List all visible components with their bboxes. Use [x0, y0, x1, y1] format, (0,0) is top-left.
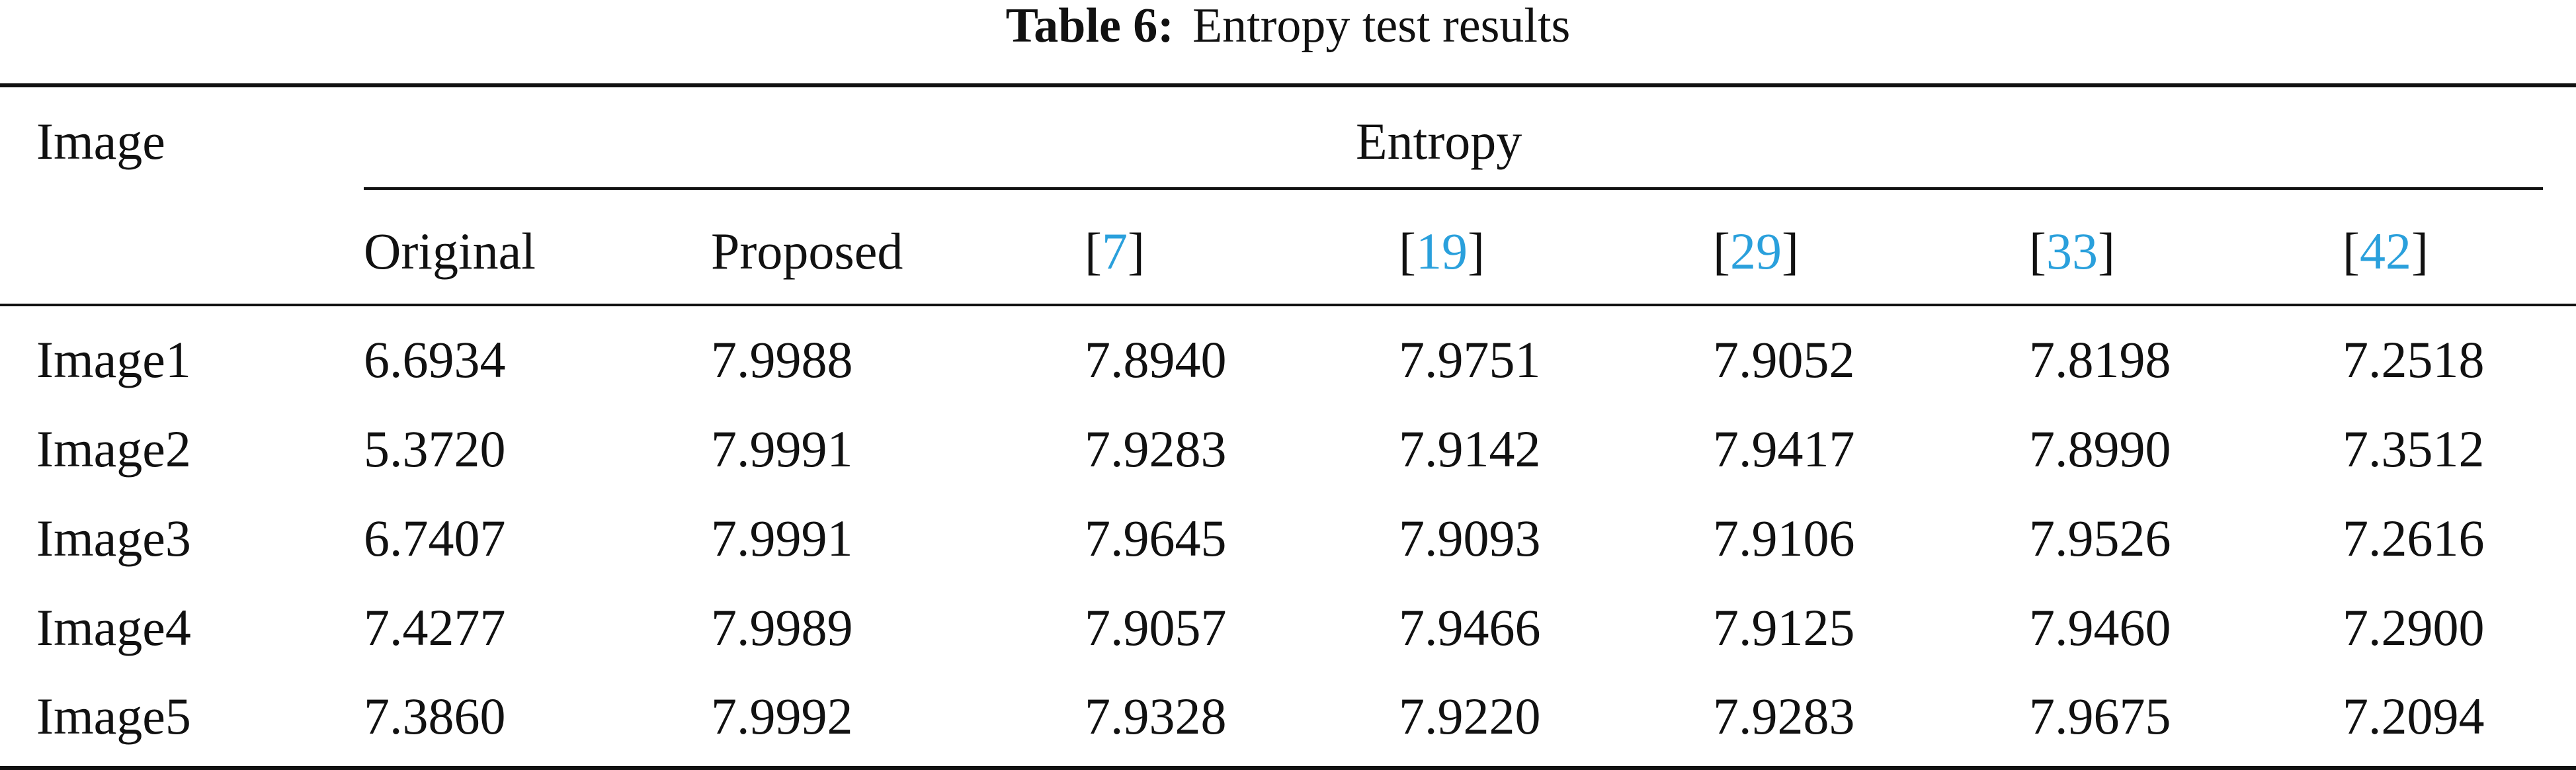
table-cell: 5.3720 — [364, 420, 506, 478]
table-cell: 7.9992 — [711, 687, 853, 745]
table-cell: 7.2094 — [2343, 687, 2485, 745]
table-cell: 7.9645 — [1085, 509, 1227, 567]
table-cell: 7.8940 — [1085, 331, 1227, 388]
subheader-proposed: Proposed — [711, 222, 903, 280]
subheader-ref-33: [33] — [2029, 222, 2115, 280]
table-cell: 7.4277 — [364, 599, 506, 656]
table-cell: 7.9989 — [711, 599, 853, 656]
table-cell: 7.9057 — [1085, 599, 1227, 656]
citation-link-33[interactable]: 33 — [2046, 222, 2098, 280]
table-cell: 7.9283 — [1713, 687, 1855, 745]
table-cell: 7.9675 — [2029, 687, 2171, 745]
citation-link-7[interactable]: 7 — [1101, 222, 1128, 280]
citation-link-19[interactable]: 19 — [1415, 222, 1468, 280]
table-cell: 7.9106 — [1713, 509, 1855, 567]
table-bottom-rule — [0, 766, 2576, 770]
table-cell: 7.9125 — [1713, 599, 1855, 656]
subheader-ref-29: [29] — [1713, 222, 1799, 280]
row-image-label: Image5 — [36, 687, 191, 745]
table-cell: 7.9988 — [711, 331, 853, 388]
table-cell: 6.7407 — [364, 509, 506, 567]
entropy-group-rule — [364, 187, 2543, 190]
table-cell: 7.2900 — [2343, 599, 2485, 656]
table-cell: 7.9283 — [1085, 420, 1227, 478]
citation-link-42[interactable]: 42 — [2359, 222, 2411, 280]
header-entropy-group: Entropy — [1356, 112, 1522, 170]
table-cell: 7.9093 — [1399, 509, 1541, 567]
table-caption-label: Table 6: — [1005, 0, 1174, 53]
table-cell: 7.8198 — [2029, 331, 2171, 388]
subheader-ref-7: [7] — [1085, 222, 1145, 280]
table-cell: 7.9991 — [711, 509, 853, 567]
table-header-rule — [0, 304, 2576, 306]
table-cell: 7.2616 — [2343, 509, 2485, 567]
table-cell: 7.9751 — [1399, 331, 1541, 388]
table-cell: 7.3860 — [364, 687, 506, 745]
row-image-label: Image4 — [36, 599, 191, 656]
table-cell: 7.9220 — [1399, 687, 1541, 745]
table-top-rule — [0, 83, 2576, 87]
row-image-label: Image2 — [36, 420, 191, 478]
table-cell: 7.8990 — [2029, 420, 2171, 478]
table-cell: 7.9460 — [2029, 599, 2171, 656]
header-image: Image — [36, 112, 165, 170]
table-cell: 7.9052 — [1713, 331, 1855, 388]
subheader-original: Original — [364, 222, 536, 280]
table-cell: 7.9142 — [1399, 420, 1541, 478]
table-cell: 7.3512 — [2343, 420, 2485, 478]
table-caption-text: Entropy test results — [1192, 0, 1571, 53]
subheader-ref-19: [19] — [1399, 222, 1485, 280]
table-caption: Table 6: Entropy test results — [0, 0, 2576, 50]
table-cell: 7.9991 — [711, 420, 853, 478]
table-cell: 7.9417 — [1713, 420, 1855, 478]
table-cell: 7.9466 — [1399, 599, 1541, 656]
row-image-label: Image1 — [36, 331, 191, 388]
table-cell: 7.9526 — [2029, 509, 2171, 567]
table-cell: 7.2518 — [2343, 331, 2485, 388]
row-image-label: Image3 — [36, 509, 191, 567]
table-cell: 6.6934 — [364, 331, 506, 388]
subheader-ref-42: [42] — [2343, 222, 2429, 280]
table-cell: 7.9328 — [1085, 687, 1227, 745]
citation-link-29[interactable]: 29 — [1729, 222, 1782, 280]
